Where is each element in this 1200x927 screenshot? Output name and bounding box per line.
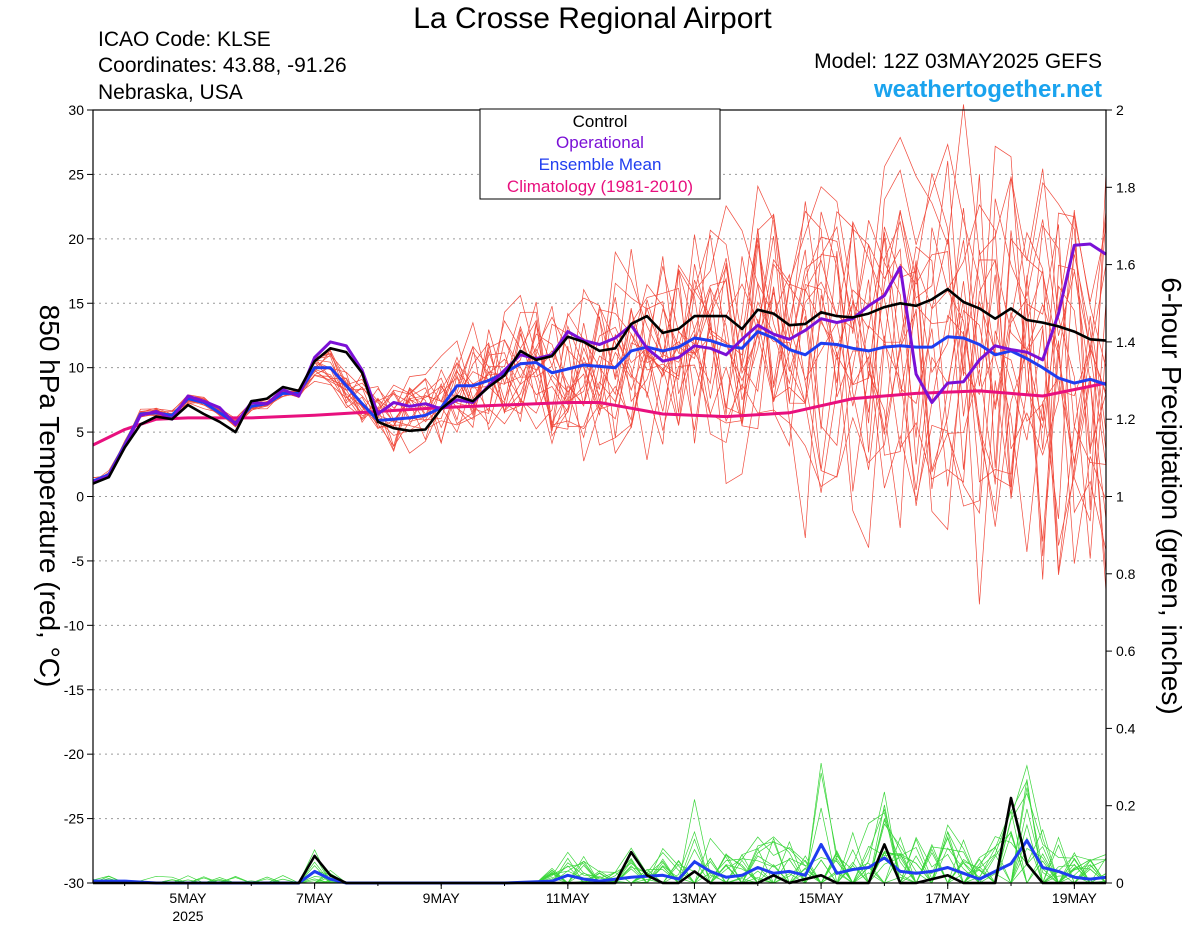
legend-box [479,108,721,200]
series-climatology-temp [92,381,1107,447]
coordinates: Coordinates: 43.88, -91.26 [98,54,347,77]
x-tick-label: 5MAY [169,890,207,906]
series-control-temp [92,287,1107,485]
y2-tick-label: 0 [1116,875,1124,891]
series-mean-precip [93,839,1107,885]
y-tick-label: 5 [76,424,84,440]
y-tick-label: -5 [72,553,85,569]
precip-member-line [93,809,1107,884]
chart-title: La Crosse Regional Airport [413,2,772,35]
y-tick-label: -15 [64,682,84,698]
y-tick-label: -30 [64,875,84,891]
axes: 302520151050-5-10-15-20-25-3021.81.61.41… [64,102,1136,924]
y2-tick-label: 0.2 [1116,798,1136,814]
y2-tick-label: 2 [1116,102,1124,118]
y-tick-label: 30 [68,102,84,118]
precip-member-line [92,841,1107,884]
legend-ensemble-mean: Ensemble Mean [539,155,662,174]
y-tick-label: 25 [68,166,84,182]
y-tick-label: -20 [64,746,84,762]
temp-member-line [92,145,1107,478]
y2-tick-label: 1.2 [1116,411,1136,427]
y-tick-label: 10 [68,360,84,376]
gridlines [93,173,1106,820]
y-tick-label: 15 [68,295,84,311]
precip-member-line [92,779,1106,884]
y2-tick-label: 1.6 [1116,257,1136,273]
series-mean-temp [92,330,1107,483]
y-tick-label: -25 [64,811,84,827]
legend-climatology: Climatology (1981-2010) [507,177,693,196]
region: Nebraska, USA [98,81,243,104]
x-tick-label: 15MAY [799,890,845,906]
y2-tick-label: 1.4 [1116,334,1136,350]
x-tick-label: 9MAY [423,890,461,906]
x-tick-year: 2025 [172,908,203,924]
legend-operational: Operational [556,133,644,152]
model-info: Model: 12Z 03MAY2025 GEFS [814,50,1102,73]
temp-member-line [92,172,1107,510]
temp-member-line [92,228,1107,528]
x-tick-label: 17MAY [925,890,971,906]
x-tick-label: 11MAY [546,890,590,906]
temp-member-line [92,213,1107,575]
y-tick-label: 0 [76,489,84,505]
precip-member-line [93,787,1107,884]
series-lines [92,242,1107,885]
y-tick-label: 20 [68,231,84,247]
temp-member-line [92,198,1107,580]
y2-tick-label: 1.8 [1116,179,1136,195]
y2-tick-label: 0.8 [1116,566,1136,582]
ensemble-members [92,104,1107,885]
series-operational-temp [92,242,1107,484]
x-tick-label: 19MAY [1052,890,1098,906]
y-tick-label: -10 [64,617,84,633]
website-link[interactable]: weathertogether.net [873,76,1102,103]
y2-axis-label: 6-hour Precipitation (green, inches) [1156,277,1187,714]
y-axis-label: 850 hPa Temperature (red, °C) [34,305,65,688]
legend: Control Operational Ensemble Mean Climat… [479,108,721,200]
y2-tick-label: 1 [1116,489,1124,505]
precip-member-line [93,779,1106,884]
y2-tick-label: 0.4 [1116,720,1136,736]
temp-member-line [92,160,1107,559]
x-tick-label: 7MAY [296,890,334,906]
temp-member-line [92,174,1107,488]
legend-control: Control [573,112,628,131]
temp-member-line [92,220,1107,574]
x-tick-label: 13MAY [672,890,718,906]
y2-tick-label: 0.6 [1116,643,1136,659]
temp-member-line [92,212,1107,499]
icao-code: ICAO Code: KLSE [98,28,271,51]
